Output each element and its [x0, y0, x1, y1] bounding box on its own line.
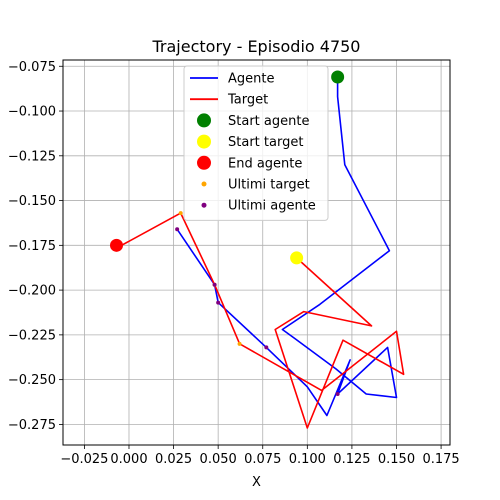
axes-frame [62, 59, 451, 446]
y-tick-label: −0.175 [8, 239, 56, 254]
y-tick-label: −0.100 [8, 105, 56, 120]
end-agente-legend-label: End agente [228, 156, 302, 171]
plot-series [110, 70, 405, 429]
ultimi-agente-point [216, 300, 221, 305]
y-tick-label: −0.275 [8, 418, 56, 433]
x-axis-label: X [252, 475, 261, 490]
start-agente-legend-label: Start agente [228, 114, 309, 129]
x-tick-label: 0.150 [378, 452, 415, 467]
x-tick-label: −0.025 [60, 452, 108, 467]
target-legend-label: Target [227, 93, 268, 108]
ultimi-target-legend-label: Ultimi target [228, 178, 310, 193]
x-tick-label: 0.050 [200, 452, 237, 467]
x-tick-label: 0.175 [422, 452, 459, 467]
legend: Agente Target Start agente Start target End … [183, 65, 329, 221]
agente-legend-label: Agente [228, 72, 274, 87]
ultimi-target-legend-swatch [201, 181, 207, 187]
legend-box [183, 65, 329, 221]
y-tick-label: −0.225 [8, 328, 56, 343]
end-agente-legend-swatch [197, 155, 211, 170]
start-target-legend-label: Start target [228, 135, 303, 150]
y-tick-label: −0.075 [8, 60, 56, 75]
ultimi-agente-point [264, 345, 269, 350]
start-agente-legend-swatch [197, 113, 211, 128]
x-tick-label: 0.100 [289, 452, 326, 467]
y-tick-label: −0.250 [8, 373, 56, 388]
y-tick-label: −0.200 [8, 284, 56, 299]
start-target-marker [290, 251, 304, 265]
x-tick-label: 0.125 [333, 452, 370, 467]
ultimi-target-point [237, 341, 242, 346]
x-axis-ticks: −0.025 0.000 0.025 0.050 0.075 0.100 0.125 0.15… [60, 445, 460, 467]
y-tick-label: −0.150 [8, 194, 56, 209]
x-tick-label: 0.075 [244, 452, 281, 467]
ultimi-agente-point [335, 391, 340, 396]
start-target-legend-swatch [197, 134, 211, 149]
ultimi-target-point [178, 211, 183, 216]
chart-title: Trajectory - Episodio 4750 [152, 37, 361, 56]
ultimi-agente-point [175, 227, 180, 232]
end-agente-marker [110, 238, 124, 252]
x-tick-label: 0.025 [155, 452, 192, 467]
y-axis-ticks: −0.075 −0.100 −0.125 −0.150 −0.175 −0.200 −0.2… [8, 60, 63, 433]
ultimi-agente-legend-label: Ultimi agente [228, 199, 316, 214]
ultimi-agente-point [212, 282, 217, 287]
ultimi-agente-legend-swatch [201, 202, 207, 208]
target-line [115, 212, 405, 429]
x-tick-label: 0.000 [110, 452, 147, 467]
y-tick-label: −0.125 [8, 149, 56, 164]
start-agente-marker [331, 70, 345, 84]
